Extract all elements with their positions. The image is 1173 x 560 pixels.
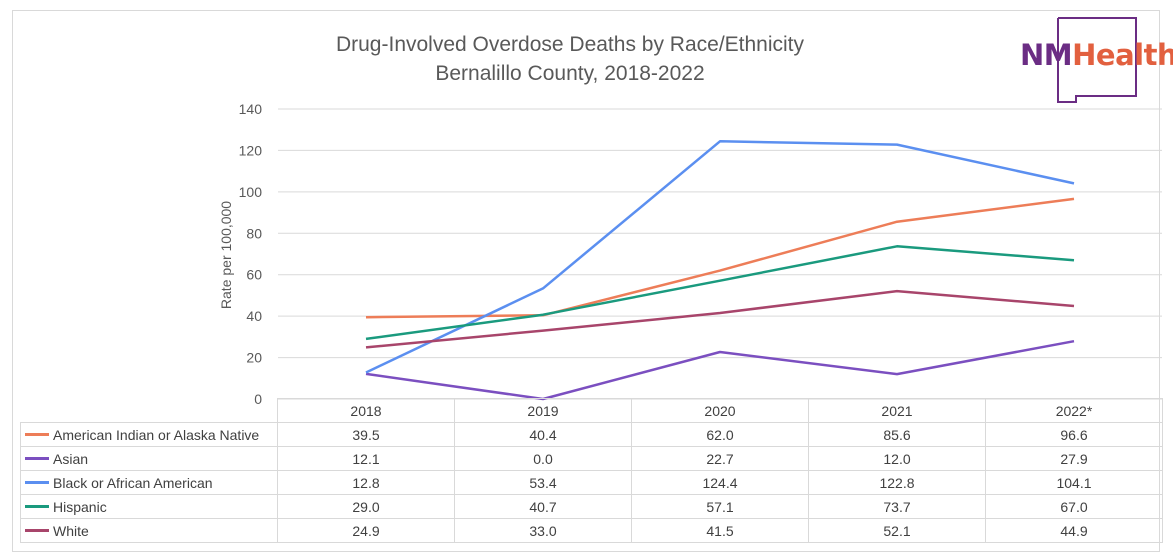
data-label: 40.4	[454, 422, 632, 447]
y-tick-label: 140	[239, 101, 263, 117]
data-label: 53.4	[454, 470, 632, 495]
data-label: 24.9	[277, 518, 455, 543]
chart-frame	[12, 10, 1160, 552]
data-label: 12.1	[277, 446, 455, 471]
y-tick-label: 60	[246, 267, 262, 283]
legend-line-key-icon	[25, 481, 49, 485]
data-label: 33.0	[454, 518, 632, 543]
legend-label: American Indian or Alaska Native	[53, 426, 260, 443]
legend-line-key-icon	[25, 457, 49, 461]
table-body: American Indian or Alaska Native 39.5 40.4…	[20, 422, 1163, 543]
y-tick-label: 20	[246, 350, 262, 366]
series-lines	[365, 140, 1075, 401]
data-label: 22.7	[631, 446, 809, 471]
legend-entry: Black or African American	[20, 470, 278, 495]
series-line-3	[365, 245, 1075, 341]
y-tick-label: 40	[246, 308, 262, 324]
table-row: White 24.9 33.0 41.5 52.1 44.9	[20, 518, 1163, 543]
legend-entry: Asian	[20, 446, 278, 471]
logo-text-nm: NM	[1020, 38, 1073, 72]
table-column-header: 2018	[277, 398, 455, 423]
y-tick-label: 120	[239, 142, 263, 158]
data-label: 52.1	[808, 518, 986, 543]
table-column-header: 2019	[454, 398, 632, 423]
legend-label: Black or African American	[53, 474, 213, 491]
data-label: 57.1	[631, 494, 809, 519]
legend-entry: American Indian or Alaska Native	[20, 422, 278, 447]
table-column-header: 2021	[808, 398, 986, 423]
series-line-1	[365, 339, 1075, 401]
data-label: 122.8	[808, 470, 986, 495]
data-label: 44.9	[985, 518, 1163, 543]
data-label: 62.0	[631, 422, 809, 447]
series-line-2	[365, 140, 1075, 374]
logo-wordmark: NMHealth	[1020, 38, 1173, 72]
data-label: 27.9	[985, 446, 1163, 471]
data-label: 0.0	[454, 446, 632, 471]
data-label: 41.5	[631, 518, 809, 543]
table-row: Black or African American 12.8 53.4 124.4 12…	[20, 470, 1163, 495]
legend-label: Hispanic	[53, 498, 107, 515]
table-corner-cell	[20, 398, 278, 423]
series-line-0	[365, 197, 1075, 319]
logo-text-health: Health	[1072, 38, 1173, 72]
y-tick-label: 100	[239, 184, 263, 200]
legend-label: White	[53, 522, 89, 539]
data-label: 96.6	[985, 422, 1163, 447]
data-label: 29.0	[277, 494, 455, 519]
legend-line-key-icon	[25, 505, 49, 509]
data-label: 124.4	[631, 470, 809, 495]
nmhealth-logo: NMHealth	[1020, 16, 1173, 108]
legend-line-key-icon	[25, 433, 49, 437]
data-table: 2018 2019 2020 2021 2022* American Indian or…	[20, 398, 1163, 543]
new-mexico-outline-icon	[1057, 17, 1137, 103]
y-tick-label: 80	[246, 225, 262, 241]
table-column-header: 2022*	[985, 398, 1163, 423]
chart-title-line-2: Bernalillo County, 2018-2022	[435, 62, 705, 85]
table-row: Hispanic 29.0 40.7 57.1 73.7 67.0	[20, 494, 1163, 519]
legend-line-key-icon	[25, 529, 49, 533]
table-column-header: 2020	[631, 398, 809, 423]
data-label: 40.7	[454, 494, 632, 519]
data-label: 12.0	[808, 446, 986, 471]
data-label: 73.7	[808, 494, 986, 519]
data-label: 104.1	[985, 470, 1163, 495]
legend-entry: White	[20, 518, 278, 543]
table-row: American Indian or Alaska Native 39.5 40.4…	[20, 422, 1163, 447]
y-axis-label: Rate per 100,000	[218, 201, 234, 309]
data-label: 12.8	[277, 470, 455, 495]
data-label: 85.6	[808, 422, 986, 447]
legend-entry: Hispanic	[20, 494, 278, 519]
table-row: Asian 12.1 0.0 22.7 12.0 27.9	[20, 446, 1163, 471]
data-label: 39.5	[277, 422, 455, 447]
series-line-4	[365, 289, 1075, 349]
gridlines	[278, 108, 1162, 400]
chart-title: Drug-Involved Overdose Deaths by Race/Et…	[220, 30, 920, 88]
table-header-row: 2018 2019 2020 2021 2022*	[20, 398, 1163, 423]
legend-label: Asian	[53, 450, 89, 467]
data-label: 67.0	[985, 494, 1163, 519]
chart-title-line-1: Drug-Involved Overdose Deaths by Race/Et…	[335, 33, 805, 56]
